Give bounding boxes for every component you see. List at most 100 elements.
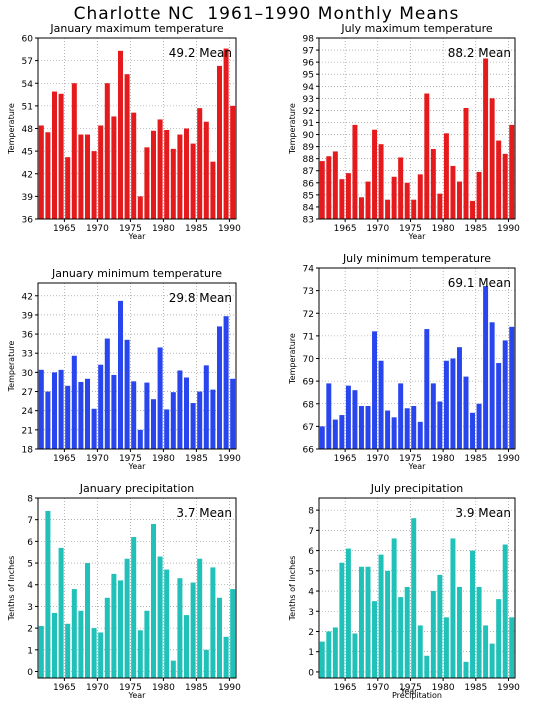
bar [502, 153, 508, 219]
x-tick-label: 1985 [185, 683, 208, 693]
x-tick-label: 1965 [53, 683, 76, 693]
y-tick-label: 3 [308, 608, 314, 618]
y-tick-label: 92 [303, 107, 314, 117]
bar [170, 148, 176, 219]
bar [164, 130, 170, 219]
y-tick-label: 45 [22, 148, 33, 158]
plot-frame [318, 37, 516, 220]
bar [411, 406, 417, 449]
bar [78, 381, 84, 449]
bar [398, 157, 404, 219]
bar [450, 358, 456, 449]
y-axis-label: Tenths of Inches [288, 556, 297, 622]
x-tick-label: 1990 [218, 454, 241, 464]
bar [164, 569, 170, 678]
bar [177, 134, 183, 219]
y-tick-label: 71 [303, 332, 314, 342]
x-axis-label: Year [128, 232, 147, 241]
bar [84, 134, 91, 219]
bar [332, 627, 338, 678]
bar [98, 364, 104, 449]
bar [190, 143, 196, 219]
x-tick-label: 1975 [119, 683, 142, 693]
bar [378, 360, 384, 449]
y-tick-label: 67 [303, 423, 314, 433]
y-tick-label: 74 [303, 265, 315, 275]
y-tick-label: 42 [22, 292, 33, 302]
x-tick-label: 1970 [86, 454, 109, 464]
bar [430, 591, 436, 678]
bar [58, 93, 64, 219]
bar [372, 331, 378, 449]
bar [398, 597, 404, 678]
x-tick-label: 1980 [432, 683, 455, 693]
bar [223, 316, 229, 449]
bar [509, 617, 515, 678]
bar [164, 409, 170, 449]
bar [339, 179, 345, 219]
x-tick-label: 1980 [152, 454, 175, 464]
y-tick-label: 90 [303, 131, 315, 141]
y-tick-label: 7 [308, 527, 314, 537]
bar [71, 83, 77, 219]
bar [144, 610, 150, 678]
x-tick-label: 1975 [399, 224, 422, 234]
y-axis-label: Tenths of Inches [7, 556, 16, 622]
bar [98, 125, 104, 219]
y-tick-label: 73 [303, 287, 314, 297]
bar [326, 631, 332, 678]
mean-annotation: 3.9 Mean [455, 506, 511, 520]
y-tick-label: 57 [22, 57, 33, 67]
y-tick-label: 8 [27, 495, 33, 505]
bar [91, 628, 97, 678]
bar [45, 511, 51, 678]
bar [391, 417, 397, 449]
y-tick-label: 4 [27, 581, 33, 591]
bar [470, 200, 476, 219]
bar [417, 421, 423, 449]
x-tick-label: 1990 [218, 683, 241, 693]
bar [223, 48, 229, 220]
bar [216, 597, 223, 678]
bar [91, 151, 97, 220]
bar [502, 544, 508, 678]
bar [98, 632, 104, 678]
bar [358, 566, 364, 678]
bar [230, 589, 236, 678]
y-tick-label: 1 [27, 646, 33, 656]
bar [124, 339, 130, 449]
x-tick-label: 1970 [366, 224, 389, 234]
chart-panel: 66 67 68 69 70 71 72 73 74 1965 1970 1975 1980 1985 19… [288, 252, 520, 471]
y-tick-label: 54 [22, 80, 34, 90]
x-tick-label: 1980 [152, 224, 175, 234]
bar [91, 408, 97, 449]
y-tick-label: 33 [22, 350, 33, 360]
x-axis-label: Year [408, 232, 427, 241]
bar [230, 378, 236, 449]
bar [496, 140, 502, 219]
bar [385, 199, 391, 219]
bar [197, 391, 203, 449]
mean-annotation: 29.8 Mean [169, 291, 232, 305]
bar [131, 381, 137, 449]
bar [496, 363, 502, 449]
bar [157, 347, 163, 449]
bar [38, 625, 44, 678]
bar [84, 563, 91, 678]
bar [190, 582, 196, 678]
y-tick-label: 6 [308, 547, 314, 557]
y-tick-label: 72 [303, 310, 314, 320]
bar [111, 573, 117, 678]
y-tick-label: 88 [303, 155, 315, 165]
bar [45, 391, 51, 449]
bar [326, 383, 332, 449]
y-tick-label: 60 [22, 35, 34, 45]
bar [476, 586, 482, 678]
bar [210, 161, 216, 219]
bar [352, 124, 358, 219]
bar [223, 636, 229, 678]
bar [58, 369, 64, 449]
bar [51, 372, 58, 449]
bar [398, 383, 404, 449]
